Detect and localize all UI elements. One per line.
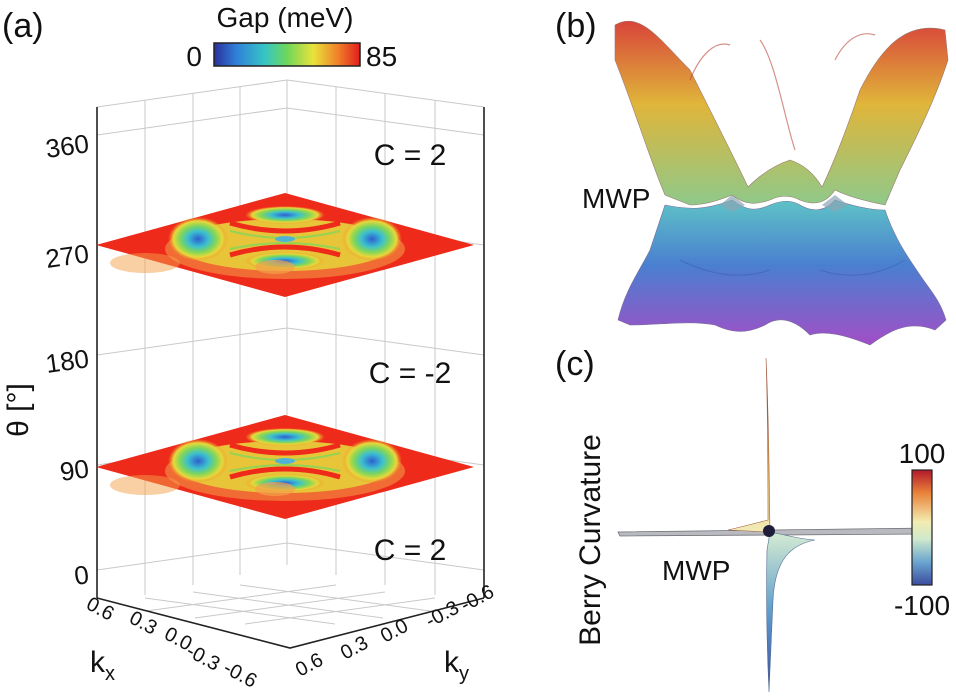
theta-tick-0: 0 [72,559,91,591]
berry-colorbar [911,469,933,586]
gap-colorbar-max: 85 [366,41,397,72]
kx-axis-label: kx [90,646,115,685]
ky-tick-5: 0.6 [292,649,327,681]
mwp-annotation-b: MWP [582,183,650,214]
chern-label-middle: C = -2 [369,357,452,390]
chern-label-top: C = 2 [374,139,447,172]
berry-spike-up [727,357,771,533]
chern-label-bottom: C = 2 [374,534,447,567]
kx-tick-5: -0.6 [220,657,261,693]
theta-tick-270: 270 [44,238,91,274]
gap-colorbar-min: 0 [186,41,202,72]
gap-colorbar [213,42,361,67]
mwp-point [763,525,775,537]
ky-tick-4: 0.3 [337,632,372,664]
upper-band [614,20,949,206]
theta-tick-180: 180 [44,343,91,379]
panel-a: Gap (meV) 0 85 [2,2,498,693]
theta-ticks: 0 90 180 270 360 [44,128,91,591]
theta-axis-label: θ [°] [2,383,35,437]
axes-box [96,107,485,649]
theta-tick-360: 360 [44,128,91,164]
lower-band [617,199,947,346]
berry-spike-down [766,531,816,693]
ky-tick-2: -0.3 [422,597,463,633]
kx-tick-2: 0.3 [126,607,161,639]
gap-colorbar-title: Gap (meV) [217,2,354,33]
mwp-annotation-c: MWP [662,555,730,586]
berry-colorbar-min: -100 [894,590,950,621]
panel-label-a: (a) [2,7,44,45]
panel-label-c: (c) [555,345,595,383]
ky-tick-1: -0.6 [457,581,498,617]
berry-curvature-ylabel: Berry Curvature [574,434,607,646]
ky-axis-label: ky [444,646,469,685]
theta-tick-90: 90 [58,453,91,487]
panel-label-b: (b) [555,7,597,45]
gap-layer-90 [96,415,474,519]
berry-colorbar-max: 100 [899,438,946,469]
gap-layer-270 [96,193,474,297]
panel-c-berry-curvature: Berry Curvature MWP 100 -100 [574,357,950,693]
ky-tick-3: 0.0 [377,615,412,647]
panel-b-band-structure: MWP [582,20,949,346]
kx-tick-1: 0.6 [83,593,118,625]
band-touching-points [720,195,848,212]
